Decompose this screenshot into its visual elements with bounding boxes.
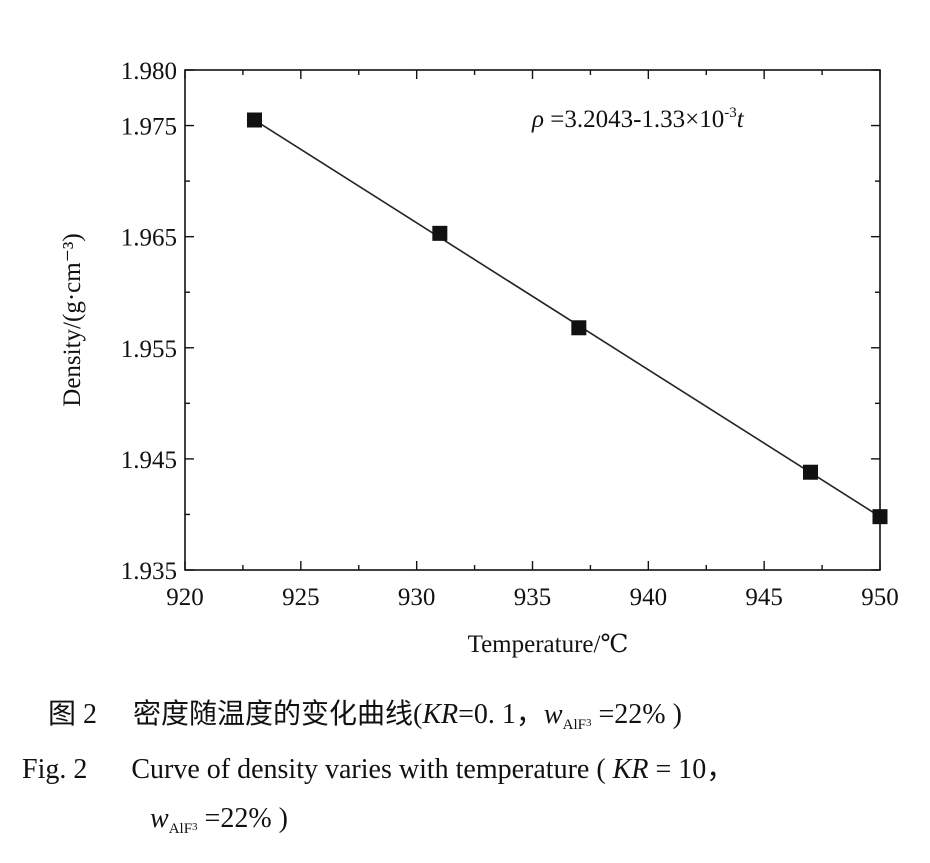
caption-chinese-label: 图 2 [48, 699, 98, 730]
y-tick-label: 1.965 [121, 225, 177, 252]
data-point [803, 464, 818, 480]
y-tick-label: 1.975 [121, 114, 177, 141]
x-tick-label: 925 [282, 584, 320, 611]
caption-chinese: 图 2 密度随温度的变化曲线(KR=0. 1，wAlF3 =22% ) [48, 692, 682, 734]
fit-equation-t: t [737, 106, 745, 133]
caption-chinese-w-value: =22% ) [591, 699, 682, 730]
fit-line [254, 119, 881, 518]
data-point [872, 509, 888, 525]
data-point [247, 112, 262, 128]
y-tick-label: 1.980 [121, 58, 177, 85]
fit-equation: ρ =3.2043-1.33×10-3t [531, 105, 745, 133]
caption-english-w: w [150, 803, 169, 834]
caption-chinese-kr: KR [422, 699, 459, 730]
caption-english-kr-value: = 10， [648, 754, 735, 785]
y-axis-title: Density/(g·cm⁻³) [59, 233, 86, 406]
x-tick-label: 920 [166, 584, 204, 611]
data-point [571, 320, 587, 336]
x-tick-label: 945 [745, 584, 783, 611]
caption-english-text: Curve of density varies with temperature… [131, 754, 613, 785]
caption-english-label: Fig. 2 [22, 754, 88, 785]
fit-equation-rho: ρ [531, 106, 544, 133]
caption-english-line1: Fig. 2 Curve of density varies with tempe… [22, 747, 734, 787]
fit-equation-body: =3.2043-1.33×10 [544, 106, 724, 133]
y-tick-label: 1.935 [121, 558, 177, 585]
x-axis-title: Temperature/℃ [468, 631, 629, 658]
caption-english-kr: KR [612, 754, 649, 785]
plot-frame [184, 69, 881, 571]
y-tick-label: 1.945 [121, 447, 177, 474]
x-tick-label: 950 [861, 584, 899, 611]
data-point [432, 225, 448, 241]
caption-chinese-w-sub: AlF [562, 717, 586, 733]
fit-equation-exponent: -3 [724, 105, 737, 121]
caption-chinese-w: w [543, 699, 563, 730]
caption-english-line2: wAlF3 =22% ) [150, 803, 288, 838]
x-tick-label: 940 [630, 584, 668, 611]
x-tick-label: 930 [398, 584, 436, 611]
density-chart: 920 925 930 935 940 945 950 1.935 1.945 1.955 1.96… [59, 58, 899, 658]
caption-chinese-w-sub2: 3 [585, 717, 592, 729]
caption-english-w-sub: AlF [168, 821, 193, 837]
caption-english-w-sub2: 3 [192, 821, 198, 833]
caption-chinese-kr-value: =0. 1， [458, 699, 544, 730]
caption-chinese-text: 密度随温度的变化曲线( [133, 699, 423, 730]
y-tick-label: 1.955 [121, 336, 177, 363]
caption-english-w-value: =22% ) [197, 803, 288, 834]
x-tick-label: 935 [514, 584, 552, 611]
